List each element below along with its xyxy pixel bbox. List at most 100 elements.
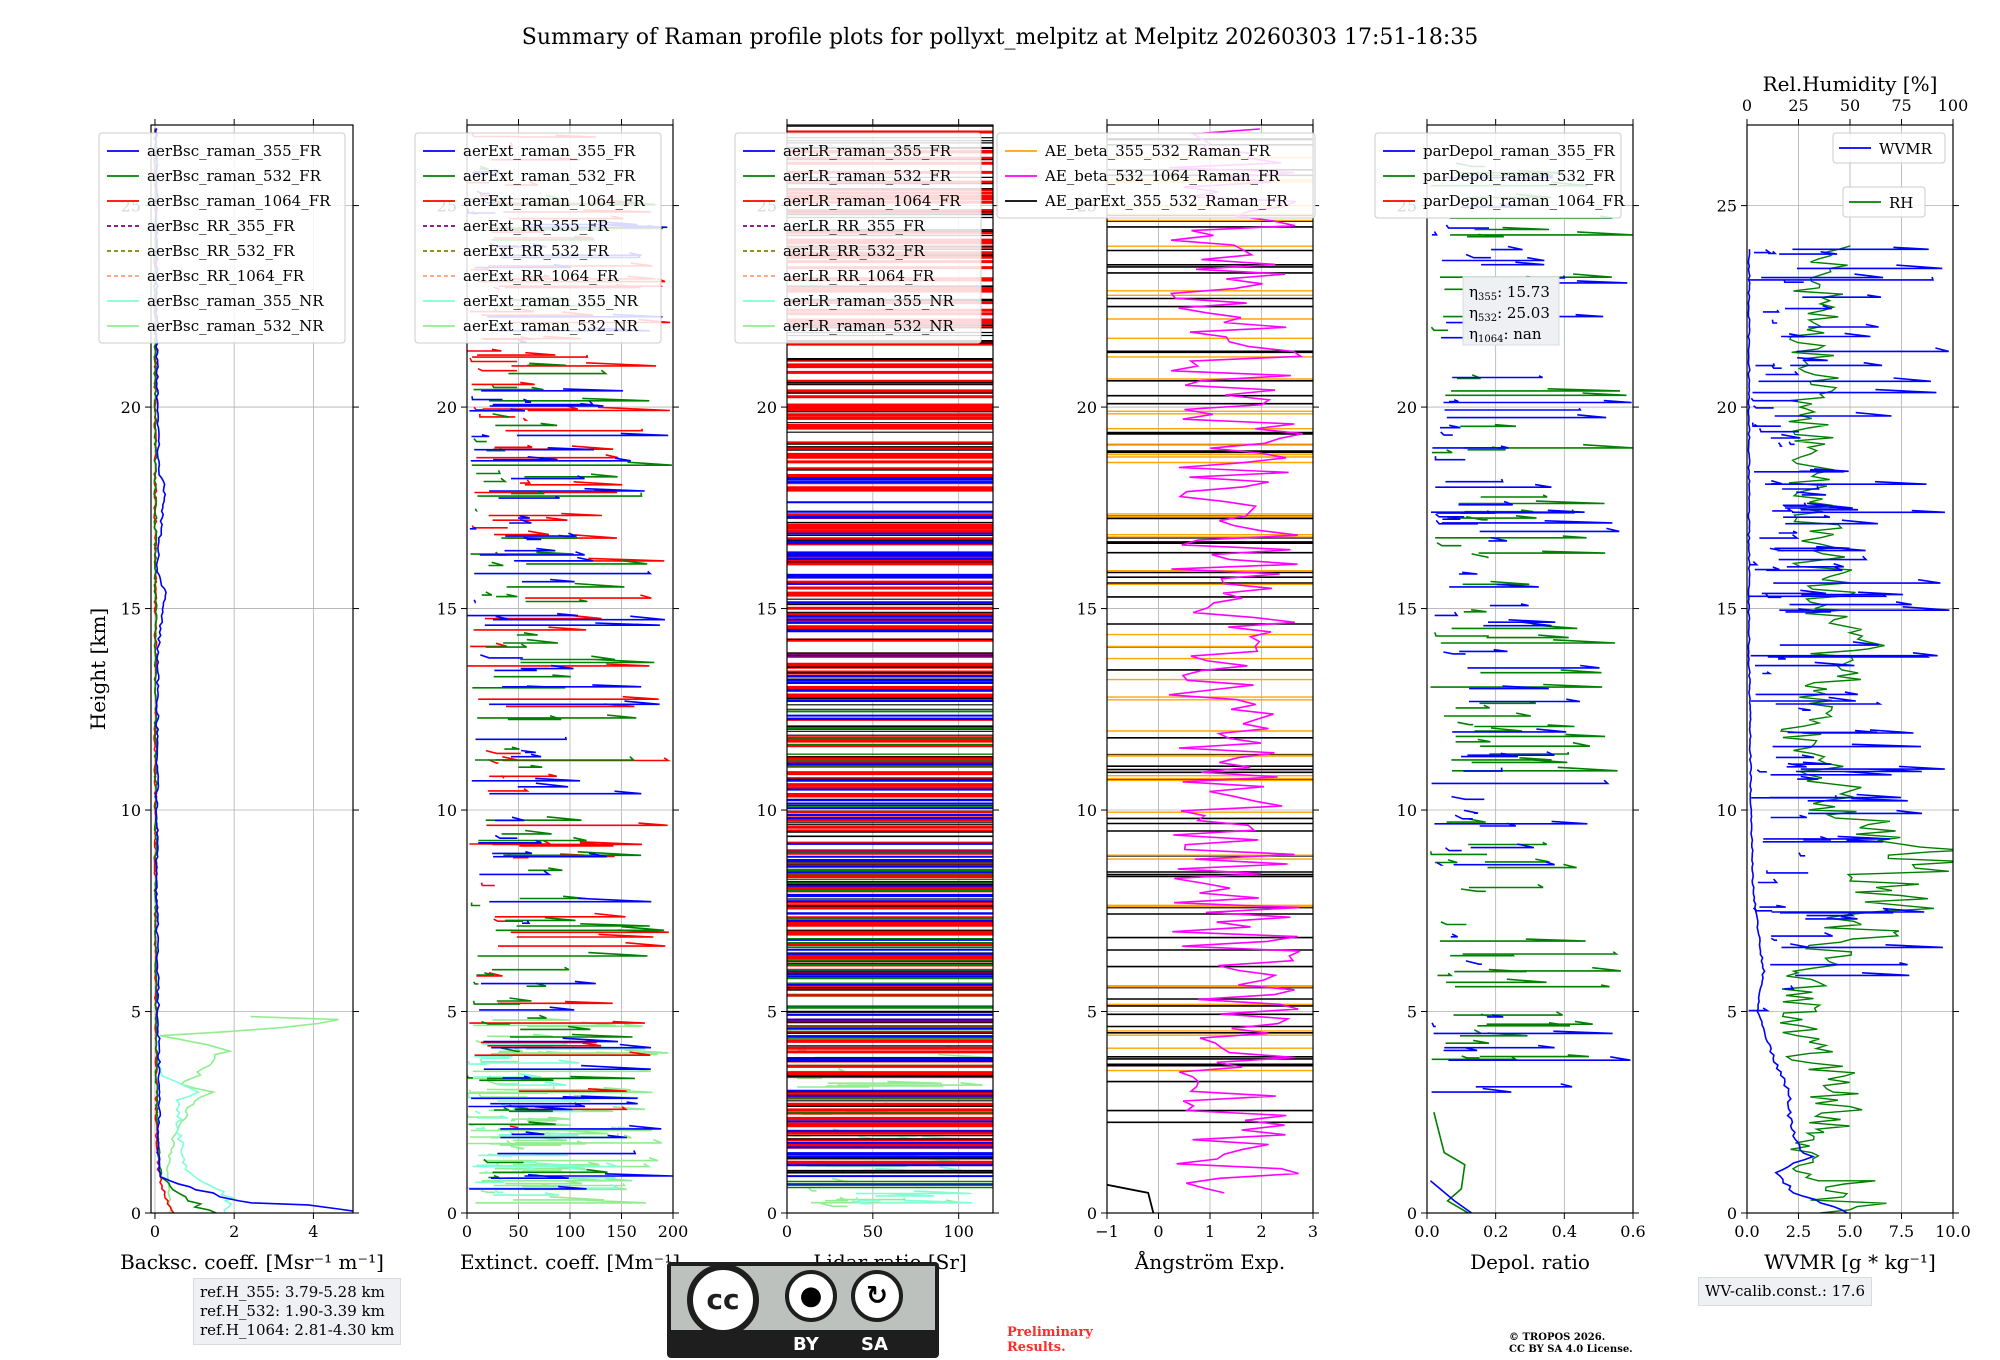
x-tick-label: 7.5 — [1889, 1222, 1914, 1241]
series-WVMR — [1747, 249, 1848, 1213]
panel-lidar_ratio: 0501000510152025Lidar ratio [Sr]aerLR_ra… — [734, 119, 999, 1274]
legend-entry: aerBsc_RR_355_FR — [147, 217, 295, 235]
wv-calib-text: WV-calib.const.: 17.6 — [1705, 1282, 1866, 1300]
top-tick-label: 100 — [1938, 96, 1969, 115]
y-axis-label: Height [km] — [86, 608, 110, 730]
legend-entry: aerBsc_raman_355_NR — [147, 292, 324, 310]
y-tick-label: 20 — [757, 398, 777, 417]
legend-entry: aerExt_raman_532_NR — [463, 317, 639, 335]
legend-frame — [996, 132, 1316, 219]
panel-angstrom: −101230510152025Ångström Exp.AE_beta_355… — [996, 119, 1319, 1274]
cc-license-logo: cc ● ↻ BY SA — [667, 1262, 939, 1358]
series-AE_beta_532_1064_Raman_FR — [1168, 128, 1304, 1194]
x-tick-label: 100 — [555, 1222, 586, 1241]
legend-frame — [1374, 132, 1622, 219]
preliminary-line-2: Results. — [1007, 1340, 1066, 1355]
legend-entry: aerExt_raman_1064_FR — [463, 192, 645, 210]
y-tick-label: 5 — [447, 1003, 457, 1022]
legend-entry: aerBsc_raman_355_FR — [147, 142, 322, 160]
x-tick-label: 100 — [943, 1222, 974, 1241]
legend-entry: parDepol_raman_532_FR — [1423, 167, 1616, 185]
legend-entry: parDepol_raman_355_FR — [1423, 142, 1616, 160]
panel-backscatter: 0240510152025Backsc. coeff. [Msr⁻¹ m⁻¹]H… — [86, 119, 384, 1274]
x-tick-label: 200 — [658, 1222, 689, 1241]
y-tick-label: 5 — [767, 1003, 777, 1022]
y-tick-label: 15 — [437, 600, 457, 619]
x-tick-label: 0.2 — [1483, 1222, 1508, 1241]
wv-calib-box: WV-calib.const.: 17.6 — [1698, 1277, 1873, 1306]
x-tick-label: 50 — [508, 1222, 528, 1241]
x-tick-label: 2.5 — [1786, 1222, 1811, 1241]
legend-entry: aerLR_RR_1064_FR — [783, 267, 935, 285]
panel-extinction: 0501001502000510152025Extinct. coeff. [M… — [414, 119, 689, 1274]
series-WVMR-noise — [1748, 246, 1950, 1012]
y-tick-label: 20 — [1077, 398, 1097, 417]
legend-entry: WVMR — [1879, 140, 1933, 158]
eta-line: η1064: nan — [1469, 325, 1542, 345]
reference-heights-box: ref.H_355: 3.79-5.28 km ref.H_532: 1.90-… — [193, 1278, 402, 1345]
legend-entry: aerBsc_raman_532_NR — [147, 317, 324, 335]
x-axis-label: Ångström Exp. — [1134, 1249, 1285, 1274]
y-tick-label: 0 — [767, 1204, 777, 1223]
legend-frame — [414, 132, 662, 344]
legend-entry: aerExt_raman_355_FR — [463, 142, 636, 160]
top-tick-label: 50 — [1840, 96, 1860, 115]
copyright-note: © TROPOS 2026. CC BY SA 4.0 License. — [1509, 1332, 1633, 1356]
y-tick-label: 10 — [757, 801, 777, 820]
top-tick-label: 75 — [1891, 96, 1911, 115]
legend-entry: aerBsc_RR_532_FR — [147, 242, 295, 260]
y-tick-label: 0 — [1087, 1204, 1097, 1223]
legend-RH: RH — [1842, 186, 1926, 218]
x-tick-label: 4 — [308, 1222, 318, 1241]
x-tick-label: 10.0 — [1935, 1222, 1971, 1241]
legend-entry: aerLR_RR_532_FR — [783, 242, 925, 260]
legend: aerLR_raman_355_FR aerLR_raman_532_FR aerL… — [734, 132, 982, 344]
y-tick-label: 15 — [1717, 600, 1737, 619]
legend-entry: aerExt_RR_532_FR — [463, 242, 610, 260]
share-alike-icon: ↻ — [851, 1270, 903, 1322]
y-tick-label: 20 — [1717, 398, 1737, 417]
series-RH — [1779, 245, 1953, 1213]
series-aerBsc_raman_355_NR — [156, 1054, 237, 1213]
series-parDepol_355_low — [1429, 1180, 1473, 1213]
y-tick-label: 10 — [1397, 801, 1417, 820]
y-tick-label: 5 — [131, 1003, 141, 1022]
x-tick-label: 0 — [782, 1222, 792, 1241]
x-tick-label: 150 — [606, 1222, 637, 1241]
ref-height-1064: ref.H_1064: 2.81-4.30 km — [200, 1321, 395, 1339]
x-tick-label: 1 — [1205, 1222, 1215, 1241]
legend-entry: AE_beta_532_1064_Raman_FR — [1044, 167, 1280, 185]
y-tick-label: 15 — [1077, 600, 1097, 619]
x-axis-label: WVMR [g * kg⁻¹] — [1764, 1250, 1936, 1274]
y-tick-label: 15 — [121, 600, 141, 619]
panels: 0240510152025Backsc. coeff. [Msr⁻¹ m⁻¹]H… — [86, 72, 1971, 1274]
copyright-line-1: © TROPOS 2026. — [1509, 1332, 1606, 1343]
cc-by-label: BY — [793, 1334, 819, 1355]
copyright-line-2: CC BY SA 4.0 License. — [1509, 1344, 1633, 1355]
legend-entry: aerExt_RR_355_FR — [463, 217, 610, 235]
legend-entry: aerLR_RR_355_FR — [783, 217, 925, 235]
x-axis-label: Backsc. coeff. [Msr⁻¹ m⁻¹] — [120, 1250, 384, 1274]
plot-area — [787, 125, 993, 1208]
axes-frame — [786, 124, 994, 1214]
x-tick-label: 0.6 — [1620, 1222, 1645, 1241]
y-tick-label: 0 — [1407, 1204, 1417, 1223]
legend-frame — [98, 132, 346, 344]
legend-WVMR: WVMR — [1832, 132, 1946, 164]
x-tick-label: 0 — [1153, 1222, 1163, 1241]
y-tick-label: 5 — [1087, 1003, 1097, 1022]
x-tick-label: 3 — [1308, 1222, 1318, 1241]
legend-entry: aerExt_RR_1064_FR — [463, 267, 619, 285]
panel-water_vapor: 0.0 2.5 5.0 7.5 10.0 0 5 10 15 20 25 WVMR [g * kg⁻¹… — [1717, 72, 1971, 1274]
legend: aerBsc_raman_355_FR aerBsc_raman_532_FRae… — [98, 132, 346, 344]
legend-entry: aerBsc_raman_532_FR — [147, 167, 322, 185]
y-tick-label: 5 — [1407, 1003, 1417, 1022]
cc-icon: cc — [687, 1264, 759, 1336]
series-AE_parExt_355_532_Raman_FR — [1107, 1183, 1155, 1213]
legend-entry: aerBsc_raman_1064_FR — [147, 192, 331, 210]
legend-entry: aerLR_raman_532_NR — [783, 317, 954, 335]
x-tick-label: 50 — [863, 1222, 883, 1241]
attribution-icon: ● — [785, 1270, 837, 1322]
